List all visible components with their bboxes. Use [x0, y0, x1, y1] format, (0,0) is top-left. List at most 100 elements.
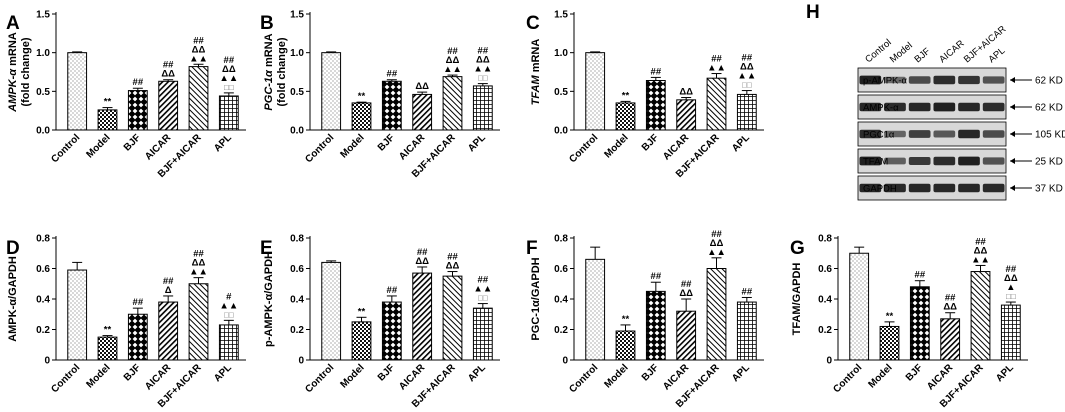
chart-panel-a: A 0.0 0.5 1.0 1.5 AMPK-α mRNA (fold change) Con… — [6, 10, 246, 180]
significance-marker: ▲▲ — [219, 73, 238, 84]
y-tick-label: 0.8 — [290, 234, 304, 245]
significance-marker: ## — [742, 286, 753, 297]
bar-control — [321, 261, 342, 361]
chart-panel-b: B 0.0 0.5 1.0 1.5 PGC-1α mRNA (fold change) Con… — [260, 10, 500, 180]
significance-marker: ## — [651, 271, 662, 282]
y-axis-label-secondary: (fold change) — [276, 37, 288, 106]
x-tick-label: Model — [866, 362, 894, 390]
y-tick-label: 0.8 — [36, 234, 50, 245]
y-tick-label: 0.6 — [36, 264, 50, 275]
blot-band — [933, 183, 956, 193]
blot-band — [982, 130, 1005, 138]
x-tick-label: BJF — [376, 132, 397, 153]
bar-bjf-aicar — [442, 275, 463, 361]
panel-letter: E — [260, 238, 273, 259]
y-tick-label: 0 — [44, 356, 50, 367]
panel-letter: C — [526, 13, 540, 34]
arrow-head-icon — [1010, 158, 1015, 164]
significance-marker: ▲▲ — [443, 64, 462, 75]
significance-marker: ## — [945, 293, 956, 304]
blot-row-ampk-: AMPK-α 62 KD — [857, 94, 1063, 120]
significance-marker: ΔΔ — [679, 288, 693, 299]
x-tick-label: Control — [49, 132, 82, 165]
x-tick-label: Control — [831, 362, 864, 395]
y-axis-label: TFAM mRNA — [530, 39, 542, 106]
blot-band — [982, 157, 1005, 165]
y-tick-label: 0.6 — [554, 264, 568, 275]
x-tick-label: BJF — [640, 132, 661, 153]
blot-band — [908, 183, 931, 193]
y-axis-label-name: PGC-1α — [263, 69, 275, 111]
significance-marker: ## — [1006, 264, 1017, 275]
y-axis-label-unit: /GAPDH — [791, 263, 803, 306]
blot-band — [884, 157, 906, 165]
y-axis-label-name: AMPK-α — [7, 299, 19, 342]
blot-protein-label: TFAM — [863, 157, 888, 168]
panel-letter: F — [526, 238, 538, 259]
bar-model — [97, 336, 118, 361]
significance-marker: ΔΔ — [679, 87, 693, 98]
bar-bjf — [381, 80, 402, 131]
bar-control — [67, 269, 88, 361]
significance-marker: □□ — [742, 81, 752, 90]
arrow-head-icon — [1010, 131, 1015, 137]
y-tick-label: 0.5 — [554, 87, 568, 98]
blot-strip — [857, 148, 1007, 174]
significance-marker: ▲ — [1006, 282, 1015, 293]
blot-band — [884, 183, 906, 193]
x-tick-label: Control — [303, 132, 336, 165]
bar-control — [585, 258, 606, 361]
significance-marker: ## — [193, 249, 204, 260]
significance-marker: ΔΔ — [1004, 273, 1018, 284]
bar-model — [615, 102, 636, 131]
y-axis-label-unit: /GAPDH — [263, 251, 275, 294]
significance-marker: ▲▲ — [219, 300, 238, 311]
blot-band — [884, 76, 906, 84]
arrow-head-icon — [1010, 185, 1015, 191]
blot-row-gapdh: GAPDH 37 KD — [857, 175, 1063, 201]
x-tick-label: Control — [567, 362, 600, 395]
blot-row-tfam: TFAM 25 KD — [857, 148, 1063, 174]
significance-marker: ## — [651, 66, 662, 77]
significance-marker: ΔΔ — [446, 261, 460, 272]
blot-band — [982, 183, 1005, 193]
significance-marker: ΔΔ — [415, 81, 429, 92]
x-tick-label: Control — [303, 362, 336, 395]
y-tick-label: 1.0 — [36, 48, 50, 59]
bar-control — [67, 52, 88, 131]
bar-bjf — [909, 286, 930, 361]
significance-marker: ΔΔ — [740, 62, 754, 73]
x-tick-label: Model — [84, 362, 112, 390]
blot-protein-label: p-AMPK-α — [863, 76, 908, 87]
blot-band — [908, 130, 931, 138]
blot-band — [859, 75, 882, 85]
x-tick-label: BJF — [640, 362, 661, 383]
significance-marker: ## — [193, 35, 204, 46]
blot-band — [859, 156, 882, 166]
significance-marker: □□ — [224, 83, 234, 92]
significance-marker: ▲▲ — [707, 63, 726, 74]
significance-marker: ▲▲ — [473, 64, 492, 75]
y-tick-label: 0.4 — [818, 295, 832, 306]
y-tick-label: 0.6 — [818, 264, 832, 275]
x-tick-label: Model — [338, 132, 366, 160]
significance-marker: □□ — [1006, 292, 1016, 301]
significance-marker: ** — [358, 91, 366, 102]
x-tick-label: APL — [212, 362, 234, 384]
blot-size-label: 62 KD — [1035, 103, 1063, 114]
y-axis-label-unit: /GAPDH — [530, 257, 542, 300]
y-axis-label-name: PGC-1α — [530, 300, 542, 341]
bar-bjf-aicar — [188, 66, 209, 131]
blot-size-label: 37 KD — [1035, 184, 1063, 195]
blot-band — [933, 102, 956, 112]
y-tick-label: 1.0 — [290, 48, 304, 59]
blot-band — [933, 75, 956, 85]
bar-bjf — [381, 301, 402, 361]
y-tick-label: 0.2 — [554, 325, 568, 336]
blot-band — [859, 183, 882, 193]
y-axis-label: AMPK-α/GAPDH — [7, 256, 19, 342]
significance-marker: ## — [915, 270, 926, 281]
y-tick-label: 0.8 — [818, 234, 832, 245]
blot-band — [958, 183, 980, 193]
